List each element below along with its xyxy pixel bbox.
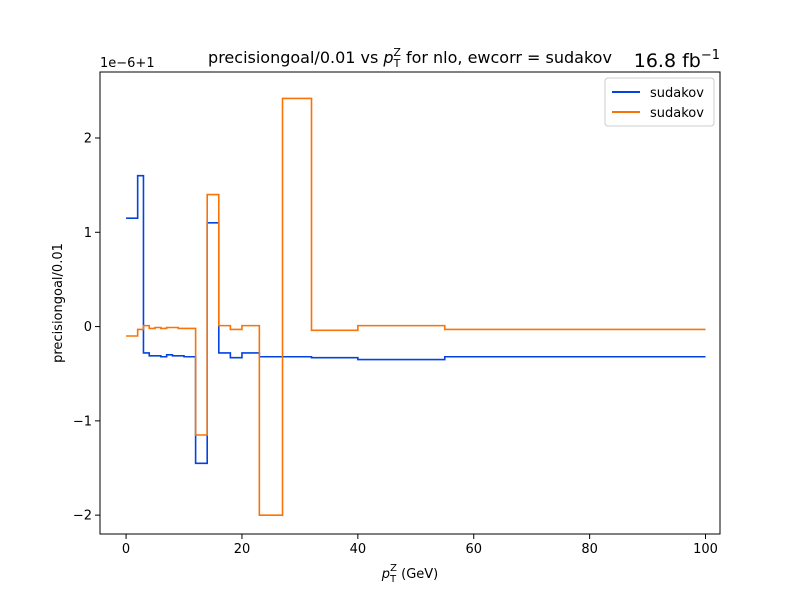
- series-line-1: [126, 174, 706, 465]
- y-tick-label-2: 0: [84, 320, 92, 335]
- chart-title: precisiongoal/0.01 vs pTZ for nlo, ewcor…: [208, 46, 612, 70]
- x-tick-label-3: 60: [465, 542, 482, 557]
- x-tick-label-1: 20: [234, 542, 251, 557]
- luminosity-label: 16.8 fb−1: [634, 48, 720, 72]
- axes-frame: [99, 71, 721, 535]
- x-tick-label-5: 100: [693, 542, 718, 557]
- y-tick-label-1: −1: [73, 414, 92, 429]
- y-tick-label-3: 1: [84, 226, 92, 241]
- y-offset-text: 1e−6+1: [100, 56, 155, 71]
- legend-label-series-2: sudakov: [650, 106, 704, 121]
- series-layer: [126, 97, 706, 516]
- x-tick-label-2: 40: [350, 542, 367, 557]
- y-axis-label: precisiongoal/0.01: [51, 243, 66, 363]
- legend-label-series-1: sudakov: [650, 86, 704, 101]
- legend-box: [604, 77, 715, 127]
- y-tick-label-0: −2: [73, 509, 92, 524]
- x-tick-label-4: 80: [581, 542, 598, 557]
- legend: sudakov sudakov: [604, 77, 715, 127]
- x-axis-label: pTZ (GeV): [381, 563, 438, 585]
- x-ticks: 0 20 40 60 80 100: [122, 534, 718, 557]
- x-tick-label-0: 0: [122, 542, 130, 557]
- series-line-2: [126, 97, 706, 516]
- y-tick-label-4: 2: [84, 132, 92, 147]
- y-ticks: −2 −1 0 1 2: [73, 132, 100, 524]
